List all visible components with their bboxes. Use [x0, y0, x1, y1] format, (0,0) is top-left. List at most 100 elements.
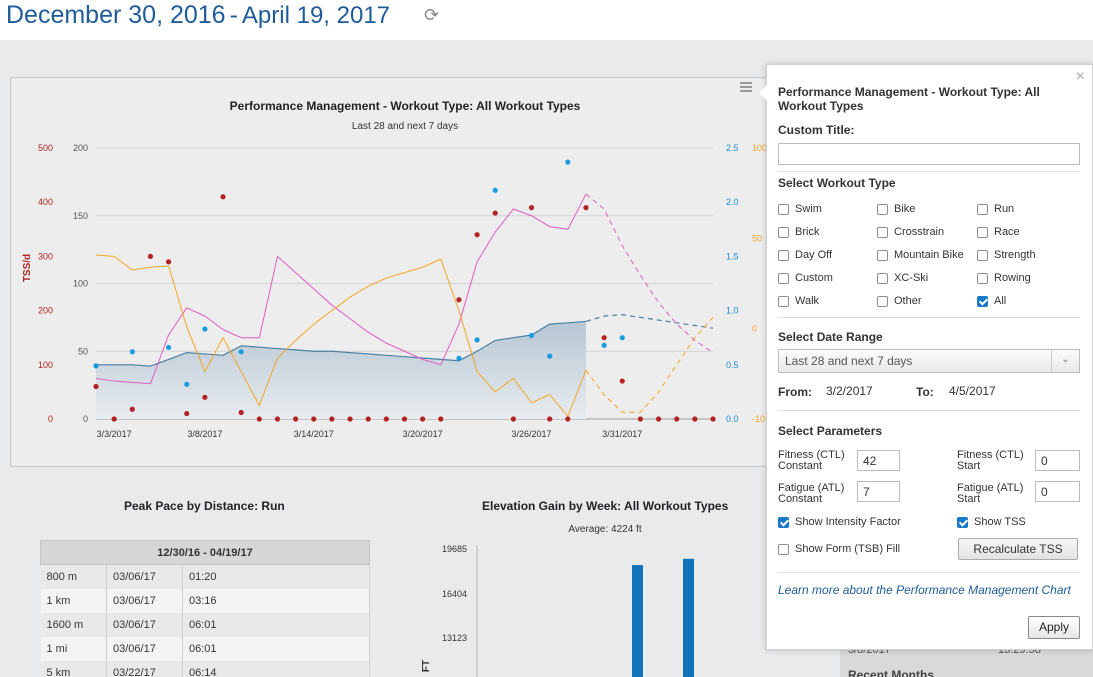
apply-button[interactable]: Apply — [1028, 616, 1080, 639]
checkbox-box[interactable] — [977, 272, 988, 284]
ctl-constant-input[interactable] — [857, 450, 900, 471]
workout-type-checkbox-brick[interactable]: Brick — [778, 226, 819, 238]
parameters-label: Select Parameters — [778, 424, 883, 438]
table-row: 1 mi 03/06/17 06:01 — [40, 636, 370, 661]
divider — [778, 572, 1080, 573]
table-row: 1 km 03/06/17 03:16 — [40, 588, 370, 613]
checkbox-box[interactable] — [977, 203, 988, 215]
checkbox-label: Run — [994, 203, 1015, 215]
checkbox-box[interactable] — [977, 226, 988, 238]
checkbox-box[interactable] — [778, 203, 789, 215]
checkbox-box[interactable] — [877, 295, 888, 307]
ctl-start-label: Fitness (CTL) Start — [957, 449, 1024, 472]
table-cell-pace: 06:14 — [182, 660, 370, 677]
table-cell-date: 03/06/17 — [106, 612, 183, 637]
atl-start-input[interactable] — [1035, 481, 1080, 502]
peak-pace-table: 12/30/16 - 04/19/17 800 m 03/06/17 01:20 1 … — [40, 540, 370, 677]
checkbox-box[interactable] — [877, 203, 888, 215]
date-range-select[interactable]: Last 28 and next 7 days ⌄ — [778, 349, 1080, 373]
workout-type-checkbox-all[interactable]: All — [977, 295, 1006, 307]
checkbox-label: Mountain Bike — [894, 249, 964, 261]
atl-constant-input[interactable] — [857, 481, 900, 502]
end-date: April 19, 2017 — [241, 2, 391, 29]
show-form-fill-checkbox[interactable]: Show Form (TSB) Fill — [778, 543, 900, 555]
elevation-tick-label: 19685 — [442, 544, 467, 554]
from-date[interactable]: 3/2/2017 — [826, 384, 873, 398]
checkbox-box[interactable] — [778, 516, 789, 528]
atl-start-label: Fatigue (ATL) Start — [957, 482, 1024, 505]
checkbox-label: Day Off — [795, 249, 833, 261]
elevation-bar — [683, 558, 694, 677]
table-row: 800 m 03/06/17 01:20 — [40, 564, 370, 589]
table-cell-date: 03/22/17 — [106, 660, 183, 677]
workout-type-checkbox-mountain-bike[interactable]: Mountain Bike — [877, 249, 964, 261]
elevation-subtitle: Average: 4224 ft — [568, 524, 641, 535]
checkbox-label: Rowing — [994, 272, 1031, 284]
workout-type-checkbox-day-off[interactable]: Day Off — [778, 249, 832, 261]
table-cell-distance: 800 m — [40, 564, 107, 589]
table-row: 5 km 03/22/17 06:14 — [40, 660, 370, 677]
table-row: 1600 m 03/06/17 06:01 — [40, 612, 370, 637]
workout-type-checkbox-bike[interactable]: Bike — [877, 203, 915, 215]
elevation-bar — [632, 565, 643, 677]
date-range-label: Select Date Range — [778, 330, 883, 344]
checkbox-box[interactable] — [957, 516, 968, 528]
recalculate-tss-button[interactable]: Recalculate TSS — [958, 538, 1078, 560]
checkbox-label: Custom — [795, 272, 833, 284]
divider — [778, 171, 1080, 172]
workout-type-checkbox-crosstrain[interactable]: Crosstrain — [877, 226, 944, 238]
table-cell-pace: 03:16 — [182, 588, 370, 613]
workout-type-checkbox-rowing[interactable]: Rowing — [977, 272, 1031, 284]
checkbox-box[interactable] — [977, 295, 988, 307]
workout-type-checkbox-race[interactable]: Race — [977, 226, 1020, 238]
workout-type-checkbox-custom[interactable]: Custom — [778, 272, 833, 284]
custom-title-input[interactable] — [778, 143, 1080, 165]
checkbox-box[interactable] — [877, 272, 888, 284]
workout-type-checkbox-strength[interactable]: Strength — [977, 249, 1036, 261]
checkbox-box[interactable] — [778, 295, 789, 307]
pmc-chart-card — [10, 77, 770, 467]
workout-type-checkbox-swim[interactable]: Swim — [778, 203, 822, 215]
table-cell-pace: 06:01 — [182, 612, 370, 637]
to-label: To: — [916, 385, 934, 399]
table-cell-distance: 1600 m — [40, 612, 107, 637]
show-tss-checkbox[interactable]: Show TSS — [957, 516, 1026, 528]
workout-type-checkbox-other[interactable]: Other — [877, 295, 922, 307]
checkbox-label: Walk — [795, 295, 820, 307]
checkbox-box[interactable] — [778, 226, 789, 238]
close-icon[interactable]: × — [1075, 68, 1085, 85]
table-cell-pace: 06:01 — [182, 636, 370, 661]
workout-type-checkbox-walk[interactable]: Walk — [778, 295, 819, 307]
checkbox-box[interactable] — [778, 249, 789, 261]
table-cell-distance: 1 mi — [40, 636, 107, 661]
checkbox-label: XC-Ski — [894, 272, 929, 284]
checkbox-label: Race — [994, 226, 1020, 238]
ctl-start-input[interactable] — [1035, 450, 1080, 471]
to-date[interactable]: 4/5/2017 — [949, 384, 996, 398]
date-range-title: December 30, 2016- April 19, 2017 — [6, 1, 390, 30]
checkbox-box[interactable] — [977, 249, 988, 261]
workout-type-checkbox-run[interactable]: Run — [977, 203, 1014, 215]
atl-constant-label: Fatigue (ATL) Constant — [778, 482, 845, 505]
workout-type-label: Select Workout Type — [778, 176, 896, 190]
hamburger-icon[interactable] — [740, 82, 752, 92]
from-label: From: — [778, 385, 812, 399]
checkbox-box[interactable] — [877, 226, 888, 238]
table-cell-date: 03/06/17 — [106, 588, 183, 613]
learn-more-link[interactable]: Learn more about the Performance Managem… — [778, 583, 1071, 597]
checkbox-box[interactable] — [778, 543, 789, 555]
elevation-tick-label: 16404 — [442, 589, 467, 599]
show-intensity-factor-checkbox[interactable]: Show Intensity Factor — [778, 516, 901, 528]
chevron-down-icon: ⌄ — [1051, 350, 1079, 372]
table-cell-distance: 1 km — [40, 588, 107, 613]
peak-pace-column-header: 12/30/16 - 04/19/17 — [40, 540, 370, 565]
checkbox-box[interactable] — [877, 249, 888, 261]
date-range-value: Last 28 and next 7 days — [785, 354, 913, 368]
elevation-title: Elevation Gain by Week: All Workout Type… — [482, 499, 729, 513]
divider — [778, 317, 1080, 318]
refresh-icon[interactable]: ⟳ — [424, 5, 440, 25]
peak-pace-title: Peak Pace by Distance: Run — [124, 499, 285, 513]
workout-type-checkbox-xc-ski[interactable]: XC-Ski — [877, 272, 928, 284]
checkbox-box[interactable] — [778, 272, 789, 284]
table-cell-pace: 01:20 — [182, 564, 370, 589]
